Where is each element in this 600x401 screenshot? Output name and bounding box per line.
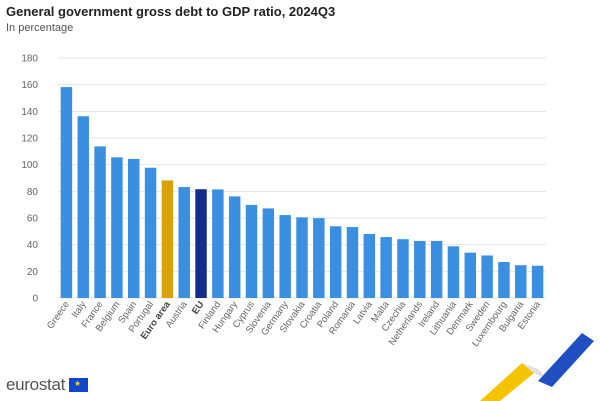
y-tick-label: 120 <box>21 134 38 145</box>
x-tick-label: Greece <box>45 299 72 331</box>
bar-spain[interactable] <box>128 158 140 298</box>
y-tick-label: 160 <box>21 80 38 91</box>
decorative-stripes <box>480 333 594 401</box>
bar-belgium[interactable] <box>111 157 123 298</box>
bar-slovenia[interactable] <box>262 208 275 298</box>
bar-czechia[interactable] <box>397 239 409 298</box>
bar-sweden[interactable] <box>481 255 493 298</box>
bar-estonia[interactable] <box>531 265 544 298</box>
bar-romania[interactable] <box>346 227 359 298</box>
eu-flag-icon <box>69 378 89 392</box>
bar-greece[interactable] <box>60 87 73 298</box>
bar-slovakia[interactable] <box>296 217 308 298</box>
bar-netherlands[interactable] <box>414 240 426 298</box>
y-tick-label: 80 <box>27 187 39 198</box>
y-tick-label: 0 <box>32 294 38 305</box>
bar-croatia[interactable] <box>313 218 325 298</box>
y-tick-label: 180 <box>21 54 38 65</box>
bar-finland[interactable] <box>212 189 224 298</box>
y-tick-label: 40 <box>27 240 39 251</box>
bar-bulgaria[interactable] <box>515 265 527 298</box>
bar-cyprus[interactable] <box>245 204 258 298</box>
x-tick-label: Latvia <box>351 299 375 327</box>
bar-luxembourg[interactable] <box>498 262 510 298</box>
y-tick-label: 100 <box>21 160 38 171</box>
y-tick-label: 60 <box>27 214 39 225</box>
bar-eu[interactable] <box>195 189 207 298</box>
bar-portugal[interactable] <box>144 167 157 298</box>
eurostat-logo-text: eurostat <box>6 375 66 394</box>
bar-italy[interactable] <box>77 116 89 299</box>
chart-title: General government gross debt to GDP rat… <box>6 4 336 19</box>
bar-chart: 020406080100120140160180GreeceItalyFranc… <box>21 54 546 349</box>
bar-latvia[interactable] <box>363 234 376 298</box>
bar-denmark[interactable] <box>464 252 476 298</box>
bar-euro-area[interactable] <box>161 180 174 298</box>
bar-lithuania[interactable] <box>447 246 460 298</box>
bar-poland[interactable] <box>329 226 342 298</box>
bar-france[interactable] <box>94 146 106 298</box>
eurostat-logo: eurostat <box>6 375 89 395</box>
bar-hungary[interactable] <box>228 196 241 298</box>
bar-malta[interactable] <box>380 237 392 298</box>
bar-germany[interactable] <box>279 215 291 298</box>
bar-austria[interactable] <box>178 187 190 298</box>
y-tick-label: 140 <box>21 107 38 118</box>
chart-subtitle: In percentage <box>6 22 74 34</box>
y-tick-label: 20 <box>27 267 39 278</box>
bar-ireland[interactable] <box>430 240 443 298</box>
